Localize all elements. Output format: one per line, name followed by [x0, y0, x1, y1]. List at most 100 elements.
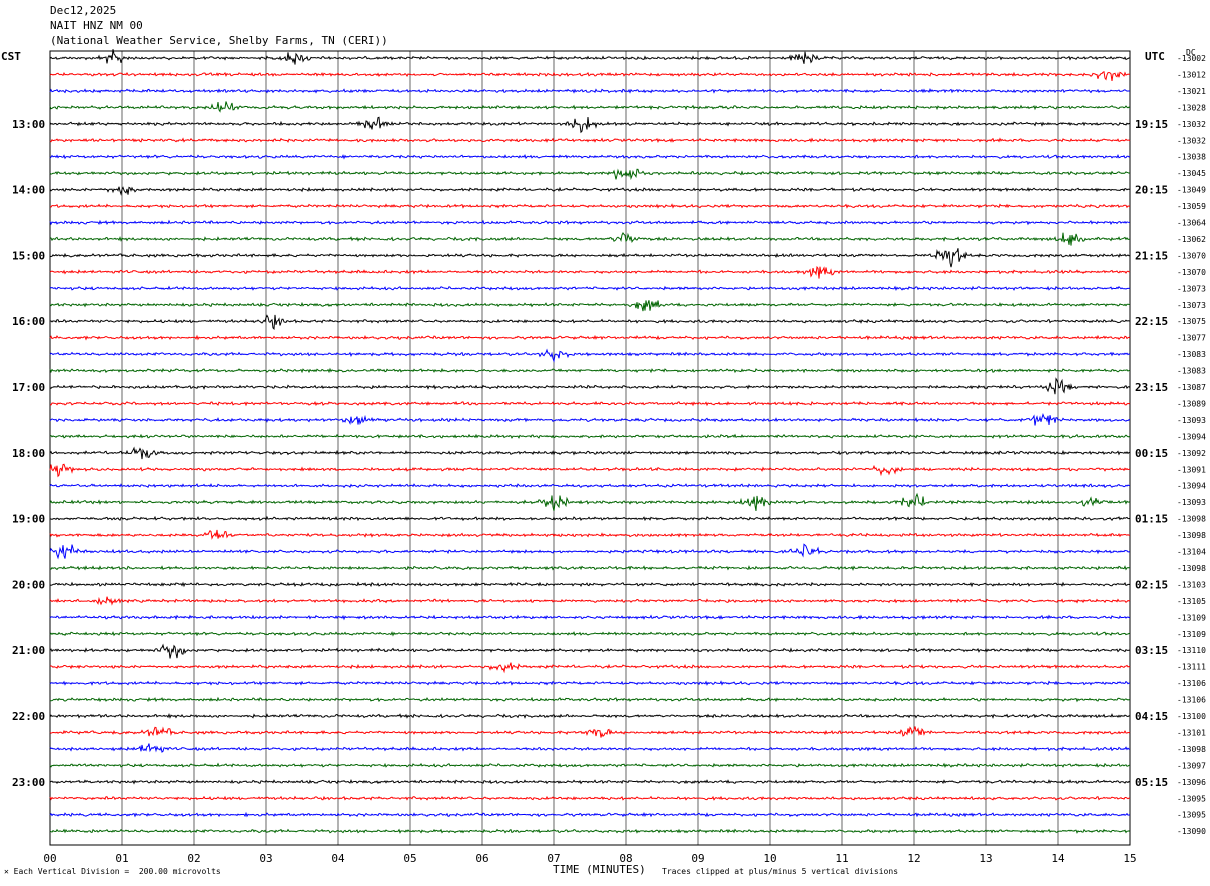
right-hour-label: 03:15 [1135, 644, 1168, 657]
trace-line [49, 483, 1131, 489]
trace-offset-label: -13064 [1177, 219, 1206, 228]
x-tick-label: 00 [43, 852, 56, 865]
scale-note: ✕ Each Vertical Division = 200.00 microv… [4, 867, 221, 876]
right-hour-label: 20:15 [1135, 184, 1168, 197]
trace-offset-label: -13077 [1177, 334, 1206, 343]
trace-offset-label: -13110 [1177, 646, 1206, 655]
trace-offset-label: -13094 [1177, 432, 1206, 441]
left-hour-label: 17:00 [12, 381, 45, 394]
trace-line [49, 203, 1131, 209]
trace-offset-label: -13096 [1177, 778, 1206, 787]
right-hour-label: 04:15 [1135, 710, 1168, 723]
trace-line [49, 88, 1130, 94]
trace-line [49, 412, 1131, 426]
trace-line [49, 314, 1131, 331]
trace-offset-label: -13105 [1177, 597, 1206, 606]
trace-offset-label: -13106 [1177, 679, 1206, 688]
trace-line [49, 265, 1131, 279]
left-hour-label: 22:00 [12, 710, 45, 723]
left-hour-label: 13:00 [12, 118, 45, 131]
trace-offset-label: -13028 [1177, 103, 1206, 112]
trace-line [49, 463, 1131, 478]
trace-offset-label: -13062 [1177, 235, 1206, 244]
right-hour-label: 22:15 [1135, 315, 1168, 328]
trace-offset-label: -13095 [1177, 811, 1206, 820]
left-hour-label: 15:00 [12, 249, 45, 262]
trace-offset-label: -13032 [1177, 136, 1206, 145]
trace-line [49, 680, 1131, 686]
trace-offset-label: -13100 [1177, 712, 1206, 721]
right-hour-label: 05:15 [1135, 776, 1168, 789]
x-tick-label: 15 [1123, 852, 1136, 865]
trace-line [49, 726, 1131, 738]
x-tick-label: 09 [691, 852, 704, 865]
x-tick-label: 11 [835, 852, 848, 865]
right-hour-label: 21:15 [1135, 249, 1168, 262]
trace-offset-label: -13106 [1177, 696, 1206, 705]
trace-offset-label: -13098 [1177, 564, 1206, 573]
trace-offset-label: -13032 [1177, 120, 1206, 129]
trace-offset-label: -13012 [1177, 70, 1206, 79]
trace-line [49, 581, 1131, 588]
trace-offset-label: -13092 [1177, 449, 1206, 458]
trace-line [49, 168, 1131, 181]
clip-note: Traces clipped at plus/minus 5 vertical … [662, 867, 899, 876]
trace-line [49, 446, 1131, 460]
trace-line [49, 367, 1131, 374]
trace-line [49, 285, 1131, 292]
plot-frame [49, 50, 1131, 846]
trace-offset-label: -13059 [1177, 202, 1206, 211]
right-hour-label: 00:15 [1135, 447, 1168, 460]
trace-line [49, 643, 1131, 659]
trace-line [49, 614, 1131, 621]
left-hour-label: 21:00 [12, 644, 45, 657]
trace-line [49, 529, 1130, 540]
trace-offset-label: -13045 [1177, 169, 1206, 178]
trace-line [49, 348, 1131, 363]
trace-line [49, 795, 1131, 801]
trace-line [49, 778, 1131, 785]
trace-line [49, 137, 1131, 144]
x-tick-label: 01 [115, 852, 128, 865]
trace-line [49, 565, 1130, 571]
trace-line [49, 762, 1131, 769]
right-hour-label: 23:15 [1135, 381, 1168, 394]
trace-offset-label: -13109 [1177, 630, 1206, 639]
x-tick-label: 06 [475, 852, 488, 865]
trace-line [49, 713, 1131, 719]
trace-offset-label: -13073 [1177, 284, 1206, 293]
trace-offset-label: -13049 [1177, 186, 1206, 195]
x-tick-label: 03 [259, 852, 272, 865]
trace-offset-label: -13101 [1177, 728, 1206, 737]
x-tick-label: 13 [979, 852, 992, 865]
trace-line [49, 101, 1131, 113]
x-tick-label: 14 [1051, 852, 1065, 865]
scale-note-text: Each Vertical Division = 200.00 microvol… [13, 867, 221, 876]
x-tick-label: 12 [907, 852, 920, 865]
trace-line [49, 248, 1130, 268]
right-hour-label: 02:15 [1135, 578, 1168, 591]
trace-offset-label: -13103 [1177, 580, 1206, 589]
station-label: NAIT HNZ NM 00 [50, 19, 143, 32]
trace-line [49, 543, 1131, 560]
trace-line [49, 828, 1131, 834]
right-hour-label: 19:15 [1135, 118, 1168, 131]
trace-line [49, 400, 1131, 407]
left-hour-label: 18:00 [12, 447, 45, 460]
trace-offset-label: -13021 [1177, 87, 1206, 96]
trace-line [49, 662, 1131, 674]
trace-line [49, 377, 1131, 395]
trace-line [49, 232, 1130, 246]
left-hour-label: 14:00 [12, 184, 45, 197]
trace-offset-label: -13087 [1177, 383, 1206, 392]
trace-offset-label: -13098 [1177, 515, 1206, 524]
date-label: Dec12,2025 [50, 4, 117, 17]
trace-offset-label: -13070 [1177, 251, 1206, 260]
left-hour-label: 23:00 [12, 776, 45, 789]
x-tick-label: 10 [763, 852, 776, 865]
trace-offset-label: -13109 [1177, 613, 1206, 622]
x-tick-label: 08 [619, 852, 632, 865]
trace-line [49, 696, 1131, 703]
trace-offset-label: -13093 [1177, 498, 1206, 507]
